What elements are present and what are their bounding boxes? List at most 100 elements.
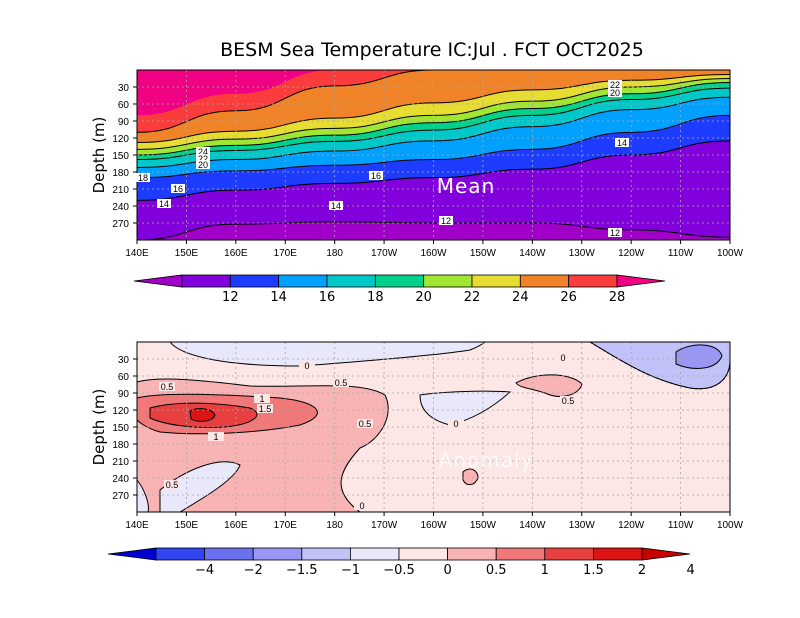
mean-cbar-label: 24 [512, 290, 529, 305]
mean-xtick-label: 100W [717, 248, 744, 259]
anomaly-xtick-label: 100W [717, 520, 744, 531]
anomaly-xtick-label: 170E [274, 520, 298, 531]
mean-xtick-label: 170E [274, 248, 298, 259]
mean-clabel-bg [608, 88, 622, 97]
anom-clabel-bg [448, 419, 464, 428]
mean-clabel-bg [329, 201, 343, 210]
anomaly-cbar-label: 2 [638, 563, 646, 578]
mean-xtick-label: 180 [326, 248, 343, 259]
anomaly-contour-label: 0 [453, 419, 458, 429]
anomaly-cbar-swatch [301, 547, 351, 561]
mean-ytick-label: 30 [118, 83, 130, 94]
mean-contour-label: 24 [198, 147, 208, 157]
anomaly-contour-label: 1.5 [259, 404, 272, 414]
anomaly-cbar-label: 0 [443, 563, 451, 578]
anomaly-colorbar: −4 −2 −1.5 −1 −0.5 0 0.5 1 1.5 2 4 [107, 547, 695, 578]
anom-clabel-bg [257, 404, 273, 413]
anom-area-neg-north [169, 342, 486, 367]
mean-cbar-swatch [423, 274, 473, 288]
anomaly-x-axis: 140E 150E 160E 170E 180 170W 160W 150W 140W 130W 1… [125, 512, 744, 531]
mean-contour-label: 12 [441, 216, 451, 226]
mean-cbar-label: 12 [222, 290, 239, 305]
mean-contour-label: 12 [610, 228, 620, 238]
mean-cbar-swatch [326, 274, 376, 288]
mean-ytick-label: 270 [112, 219, 129, 230]
mean-ytick-label: 180 [112, 168, 129, 179]
mean-clabel-bg [608, 80, 622, 89]
anomaly-xtick-label: 140W [519, 520, 546, 531]
mean-y-axis: 30 60 90 120 150 180 210 240 270 [112, 83, 137, 230]
mean-clabel-bg [615, 138, 629, 147]
anom-clabel-bg [555, 353, 571, 362]
mean-contour-label: 20 [610, 88, 620, 98]
anomaly-cbar-swatch [544, 547, 594, 561]
mean-xtick-label: 140E [125, 248, 149, 259]
mean-cbar-label: 28 [609, 290, 626, 305]
anomaly-ytick-label: 90 [118, 389, 130, 400]
anomaly-ytick-label: 60 [118, 372, 130, 383]
anom-area-2-core [189, 408, 216, 422]
anomaly-cbar-label: −4 [195, 563, 214, 578]
anomaly-panel: 140E 150E 160E 170E 180 170W 160W 150W 140W 130W 1… [90, 341, 744, 531]
anomaly-contour-label: 1 [213, 432, 218, 442]
anom-negative-contour [589, 342, 730, 390]
anomaly-xtick-label: 160W [420, 520, 447, 531]
anomaly-cbar-label: 1.5 [583, 563, 604, 578]
mean-cbar-swatch [568, 274, 618, 288]
anomaly-cbar-label: −1 [341, 563, 360, 578]
mean-cbar-end-high [616, 274, 666, 288]
mean-clabel-bg [196, 154, 210, 163]
mean-clabel-bg [136, 173, 150, 182]
mean-clabel-bg [196, 160, 210, 169]
mean-cbar-swatch [181, 274, 231, 288]
anomaly-ytick-label: 240 [112, 474, 129, 485]
mean-xtick-label: 140W [519, 248, 546, 259]
anomaly-cbar-swatch [155, 547, 205, 561]
anomaly-ytick-label: 30 [118, 355, 130, 366]
anom-clabel-bg [254, 394, 270, 403]
mean-xtick-label: 160E [224, 248, 248, 259]
anom-area-0p5-east [515, 374, 583, 397]
anom-area-neg-corner [137, 479, 149, 512]
anomaly-cbar-swatch [398, 547, 448, 561]
mean-panel: 140E 150E 160E 170E 180 170W 160W 150W 140W 130W 1… [90, 69, 744, 259]
mean-contour-label: 16 [371, 171, 381, 181]
anomaly-xtick-label: 170W [371, 520, 398, 531]
mean-cbar-swatch [278, 274, 328, 288]
mean-cbar-label: 14 [270, 290, 287, 305]
mean-xtick-label: 150E [175, 248, 199, 259]
mean-clabel-bg [369, 171, 383, 180]
mean-colorbar: 12 14 16 18 20 22 24 26 28 [133, 274, 666, 305]
mean-cbar-label: 20 [415, 290, 432, 305]
anomaly-cbar-end-high [641, 547, 691, 561]
anomaly-contour-label: 0 [304, 361, 309, 371]
mean-cbar-label: 22 [464, 290, 481, 305]
mean-panel-label: Mean [437, 174, 496, 198]
anom-clabel-bg [208, 432, 224, 441]
anomaly-xtick-label: 110W [668, 520, 694, 531]
mean-xtick-label: 120W [618, 248, 645, 259]
mean-cbar-label: 26 [560, 290, 577, 305]
anom-clabel-bg [560, 396, 576, 405]
anomaly-cbar-label: −0.5 [383, 563, 415, 578]
mean-cbar-label: 16 [319, 290, 336, 305]
anomaly-contour-label: 0.5 [166, 480, 179, 490]
mean-clabel-bg [196, 147, 210, 156]
anomaly-contour-label: 0.5 [161, 382, 174, 392]
anom-clabel-bg [159, 382, 175, 391]
mean-contour-label: 20 [198, 160, 208, 170]
anomaly-ytick-label: 120 [112, 406, 129, 417]
mean-ytick-label: 150 [112, 151, 129, 162]
mean-cbar-swatch [471, 274, 521, 288]
anomaly-ytick-label: 270 [112, 491, 129, 502]
mean-ytick-label: 90 [118, 117, 130, 128]
mean-contour-label: 22 [610, 80, 620, 90]
anomaly-contour-labels: 000.5 0.511.510.50.50.500 [159, 353, 576, 511]
anomaly-cbar-swatch [593, 547, 643, 561]
anomaly-cbar-label: −2 [244, 563, 263, 578]
anom-clabel-bg [354, 501, 370, 510]
mean-xtick-label: 130W [569, 248, 596, 259]
mean-ytick-label: 240 [112, 202, 129, 213]
anomaly-grid [137, 342, 730, 512]
